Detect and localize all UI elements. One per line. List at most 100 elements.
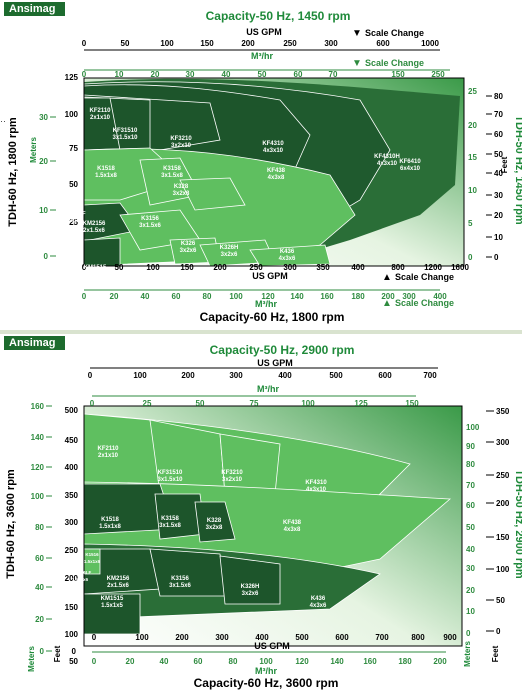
left-meter-tick-2: 0 <box>40 647 45 656</box>
left-feet-tick-2: 100 <box>65 630 79 639</box>
left-meter-tick-2: 20 <box>35 615 44 624</box>
left-feet-tick-2: 200 <box>65 574 79 583</box>
right-meter-tick-2: 70 <box>466 481 475 490</box>
top-m3-tick: 20 <box>151 70 160 79</box>
down-triangle-green-icon: ▼ <box>352 58 362 69</box>
right-feet-tick: 80 <box>494 92 503 101</box>
bottom-title: Capacity-60 Hz, 1800 rpm <box>200 310 345 324</box>
right-feet-tick-2: 50 <box>496 596 505 605</box>
bottom-gpm-tick: 1200 <box>424 263 442 272</box>
region-size-label: 3x2x6 <box>221 252 238 258</box>
region-label: KF438 <box>267 168 286 174</box>
bottom-m3-tick: 140 <box>290 292 304 301</box>
right-meter-tick-2: 90 <box>466 442 475 451</box>
left-meter-tick-2: 40 <box>35 583 44 592</box>
top-gpm-tick: 100 <box>160 39 174 48</box>
region-size-label: 3x1.5x10 <box>112 135 138 141</box>
left-feet-tick-2: 450 <box>65 436 79 445</box>
right-feet-tick: 70 <box>494 110 503 119</box>
top-scale-change: ▼ Scale Change ▼ Scale Change <box>352 28 424 69</box>
bottom-m3-tick: 180 <box>351 292 365 301</box>
left-meter-tick-2: 100 <box>31 492 45 501</box>
up-triangle-green-icon: ▲ <box>382 298 392 309</box>
bottom-m3-tick: 60 <box>172 292 181 301</box>
top-gpm-tick-2: 700 <box>423 371 437 380</box>
top-m3-tick: 250 <box>431 70 445 79</box>
left-feet-ticks: 125 100 75 50 25 <box>65 73 79 227</box>
bottom-gpm-ticks-2: 0 100 200 300 400 500 600 700 800 900 <box>92 633 457 642</box>
scale-change-bottom: Scale Change <box>395 272 454 282</box>
bottom-m3-tick: 160 <box>320 292 334 301</box>
bottom-gpm-tick-2: 600 <box>335 633 349 642</box>
right-meter-tick: 15 <box>468 153 477 162</box>
bottom-m3-tick: 200 <box>381 292 395 301</box>
feet-label-right: Feet <box>500 156 509 173</box>
region-size-label: 4x3x8 <box>268 175 285 181</box>
top-gpm-tick: 1000 <box>421 39 439 48</box>
region-size-label: 3x2x10 <box>171 143 192 149</box>
bottom-m3-tick-2: 160 <box>363 657 377 666</box>
right-feet-tick: 20 <box>494 211 503 220</box>
bottom-m3-tick: 80 <box>203 292 212 301</box>
bottom-scale-change: ▲ Scale Change ▲ Scale Change <box>382 272 454 309</box>
region-shapes-2 <box>83 413 452 635</box>
right-feet-tick-2: 200 <box>496 499 510 508</box>
region-label: K1518 <box>97 166 115 172</box>
top-m3-ticks: 0 10 20 30 40 50 60 70 150 250 <box>82 70 445 79</box>
bottom-m3-ticks: 0 20 40 60 80 100 120 140 160 180 200 300 400 <box>82 292 447 301</box>
region-label: K326H <box>220 245 239 251</box>
right-feet-ticks: 80 70 60 50 40 30 20 10 0 <box>486 92 503 262</box>
top-m3-tick: 150 <box>391 70 405 79</box>
scale-change-label-green: Scale Change <box>365 58 424 68</box>
right-feet-tick: 40 <box>494 169 503 178</box>
region-size-label: 4x3x10 <box>263 148 284 154</box>
region-size-label-2: 1.5x1x8 <box>99 524 121 530</box>
region-k326h-2 <box>219 555 281 605</box>
right-meter-tick: 25 <box>468 87 477 96</box>
right-feet-tick-2: 150 <box>496 533 510 542</box>
plot-frame-2 <box>83 405 463 647</box>
region-size-label: 1.5x1x5 <box>84 272 106 278</box>
up-triangle-icon: ▲ <box>382 272 392 283</box>
top-m3hr-label: M³/hr <box>251 51 273 61</box>
left-feet-tick-2: 250 <box>65 546 79 555</box>
region-size-label: 1.5x1x6 <box>64 218 82 224</box>
bottom-m3-tick-2: 180 <box>398 657 412 666</box>
bottom-m3-tick: 300 <box>402 292 416 301</box>
right-feet-tick-2: 250 <box>496 471 510 480</box>
top-gpm-ticks: 0 50 100 150 200 250 300 600 1000 <box>82 39 440 48</box>
top-m3-tick-2: 50 <box>196 399 205 408</box>
region-size-label: 1.5x1x8 <box>95 173 117 179</box>
bottom-gpm-tick: 200 <box>213 263 227 272</box>
region-label-2: K328 <box>207 518 222 524</box>
right-meter-tick: 5 <box>468 219 473 228</box>
bottom-usgpm-label: US GPM <box>252 271 288 281</box>
top-gpm-tick: 300 <box>324 39 338 48</box>
left-feet-tick-2: 500 <box>65 406 79 415</box>
top-m3-tick: 70 <box>329 70 338 79</box>
bottom-gpm-tick-2: 900 <box>443 633 457 642</box>
region-label-2: KF4310 <box>305 480 327 486</box>
region-size-label: 4x3x6 <box>279 256 296 262</box>
top-m3-tick: 30 <box>186 70 195 79</box>
region-label: KF2110 <box>89 108 111 114</box>
right-feet-tick-2: 350 <box>496 407 510 416</box>
right-feet-tick: 30 <box>494 191 503 200</box>
region-label: KF4310H <box>374 154 400 160</box>
left-feet-tick-2: 400 <box>65 463 79 472</box>
bottom-m3-tick-2: 80 <box>229 657 238 666</box>
top-gpm-tick: 50 <box>121 39 130 48</box>
meters-label: Meters <box>29 137 38 163</box>
top-gpm-tick-2: 500 <box>329 371 343 380</box>
bottom-m3hr-label-2: M³/hr <box>255 666 277 676</box>
right-feet-ticks-2: 350 300 250 200 150 100 50 0 <box>486 407 510 636</box>
bottom-gpm-tick-2: 100 <box>135 633 149 642</box>
region-label-2: KF31510 <box>158 470 183 476</box>
region-label: KF4310 <box>262 141 284 147</box>
region-label: K436 <box>280 249 295 255</box>
scale-change-bottom-green: Scale Change <box>395 298 454 308</box>
right-feet-tick: 0 <box>494 253 499 262</box>
region-size-label-2: 4x3x8 <box>284 527 301 533</box>
